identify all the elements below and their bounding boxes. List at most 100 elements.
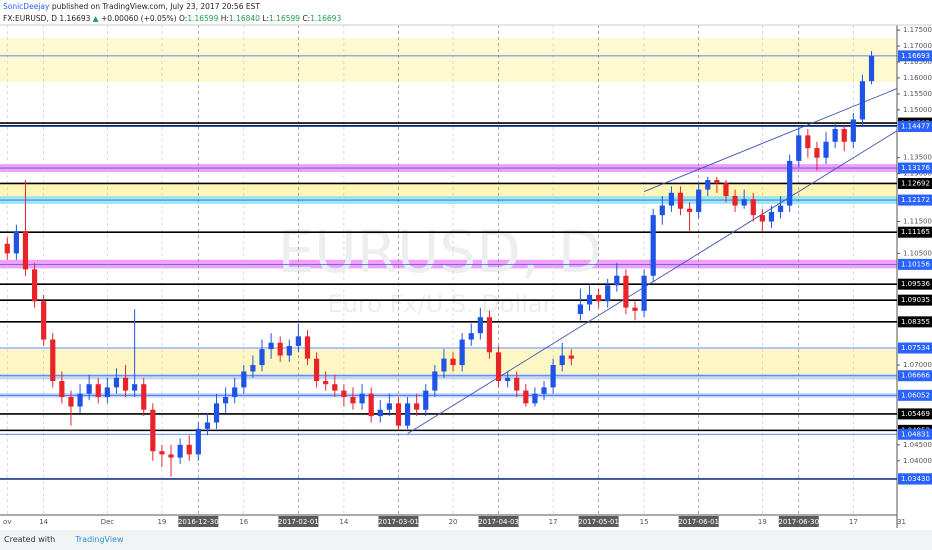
x-tick-label: 17 [849, 518, 858, 526]
author[interactable]: SonicDeejay [3, 2, 50, 11]
candle-body [823, 141, 829, 158]
arrow: ▲ [92, 14, 99, 23]
candle-body [605, 285, 611, 302]
level-label: 1.16693 [901, 52, 930, 60]
y-tick-label: 1.04000 [903, 457, 932, 465]
candle-body [868, 55, 875, 82]
candle-body [559, 355, 565, 366]
level-label: 1.06052 [901, 391, 930, 399]
level-label-bg [898, 370, 932, 382]
x-tick-label: 20 [449, 518, 458, 526]
candle-body [596, 294, 602, 302]
header: SonicDeejay published on TradingView.com… [3, 1, 341, 25]
level-label: 1.03430 [901, 475, 930, 483]
y-tick-label: 1.13500 [903, 154, 932, 162]
level-label-bg [898, 226, 932, 238]
watermark-sub: Euro Fx/U.S. Dollar [328, 290, 553, 318]
candle-body [295, 336, 301, 346]
candle-body [768, 211, 775, 222]
level-label-bg [898, 408, 932, 420]
y-tick-label: 1.11500 [903, 218, 932, 226]
candle-body [441, 358, 447, 372]
candle-body [277, 342, 283, 356]
candle-body [632, 307, 638, 311]
candle-body [13, 231, 19, 254]
y-tick-label: 1.16000 [903, 74, 932, 82]
candle-body [132, 384, 138, 391]
brand[interactable]: TradingView [75, 535, 124, 544]
y-tick-label: 1.04500 [903, 441, 932, 449]
candle-body [104, 387, 110, 397]
candle-body [122, 377, 129, 391]
candle-body [477, 317, 483, 334]
candle-body [805, 135, 811, 149]
y-tick-label: 1.10500 [903, 249, 932, 257]
trendline [643, 88, 898, 192]
candle-body [532, 393, 538, 404]
x-tick-label: Dec [101, 518, 115, 526]
x-tick-label: 2017-03-01 [378, 518, 419, 526]
candle-body [423, 390, 429, 410]
candle-body [450, 358, 456, 366]
candle-body [550, 365, 556, 388]
candle-body [223, 396, 229, 404]
level-label: 1.06666 [901, 372, 930, 380]
c-label: C: [302, 14, 311, 23]
candle-body [586, 294, 593, 305]
candle-body [732, 195, 738, 206]
candle-body [195, 428, 201, 455]
level-label: 1.08355 [901, 318, 930, 326]
candle-body [350, 396, 356, 404]
level-label: 1.12692 [901, 179, 930, 187]
level-label-bg [898, 50, 932, 62]
y-tick-label: 1.07000 [903, 361, 932, 369]
candle-body [459, 339, 465, 366]
candle-body [177, 444, 183, 458]
candle-body [832, 128, 838, 142]
candle-body [623, 275, 629, 308]
level-label-bg [898, 162, 932, 174]
candle-body [141, 384, 147, 410]
x-tick-label: 19 [157, 518, 166, 526]
x-tick-label: 19 [758, 518, 767, 526]
level-label: 1.09035 [901, 296, 930, 304]
level-label-bg [898, 389, 932, 401]
candle-body [677, 192, 684, 209]
candle-body [313, 358, 320, 382]
candle-body [696, 189, 702, 212]
x-tick-bg [478, 516, 519, 527]
candle-body [22, 231, 29, 270]
candle-body [50, 339, 56, 382]
candle-body [213, 403, 220, 423]
level-label: 1.12172 [901, 196, 930, 204]
watermark: EURUSD, D [278, 218, 603, 286]
candle-body [332, 384, 338, 391]
y-tick-label: 1.17000 [903, 42, 932, 50]
level-label: 1.09536 [901, 280, 930, 288]
chart: EURUSD, D Euro Fx/U.S. Dollar ov 14 Dec 19 2… [0, 24, 932, 528]
l: 1.16599 [269, 14, 301, 23]
candle-body [323, 381, 329, 385]
candle-body [368, 393, 374, 417]
candle-body [414, 403, 420, 410]
level-label: 1.11165 [901, 228, 930, 236]
candle-body [705, 180, 711, 190]
x-tick-bg [778, 516, 819, 527]
o: 1.16599 [187, 14, 219, 23]
candle-body [241, 371, 247, 388]
candle-body [759, 215, 765, 222]
x-tick-label: 2017-04-03 [478, 518, 519, 526]
level-label: 1.14477 [901, 123, 930, 131]
candle-body [68, 396, 74, 407]
c: 1.16693 [310, 14, 342, 23]
candle-body [568, 355, 574, 359]
candle-body [159, 451, 165, 455]
x-tick-label: 17 [549, 518, 558, 526]
candle-body [404, 403, 411, 426]
x-tick-label: 2017-06-30 [778, 518, 819, 526]
candle-body [750, 199, 756, 216]
candle-body [796, 135, 802, 161]
change: +0.00060 (+0.05%) [100, 14, 177, 23]
candle-body [268, 342, 274, 350]
candle-body [668, 192, 674, 206]
